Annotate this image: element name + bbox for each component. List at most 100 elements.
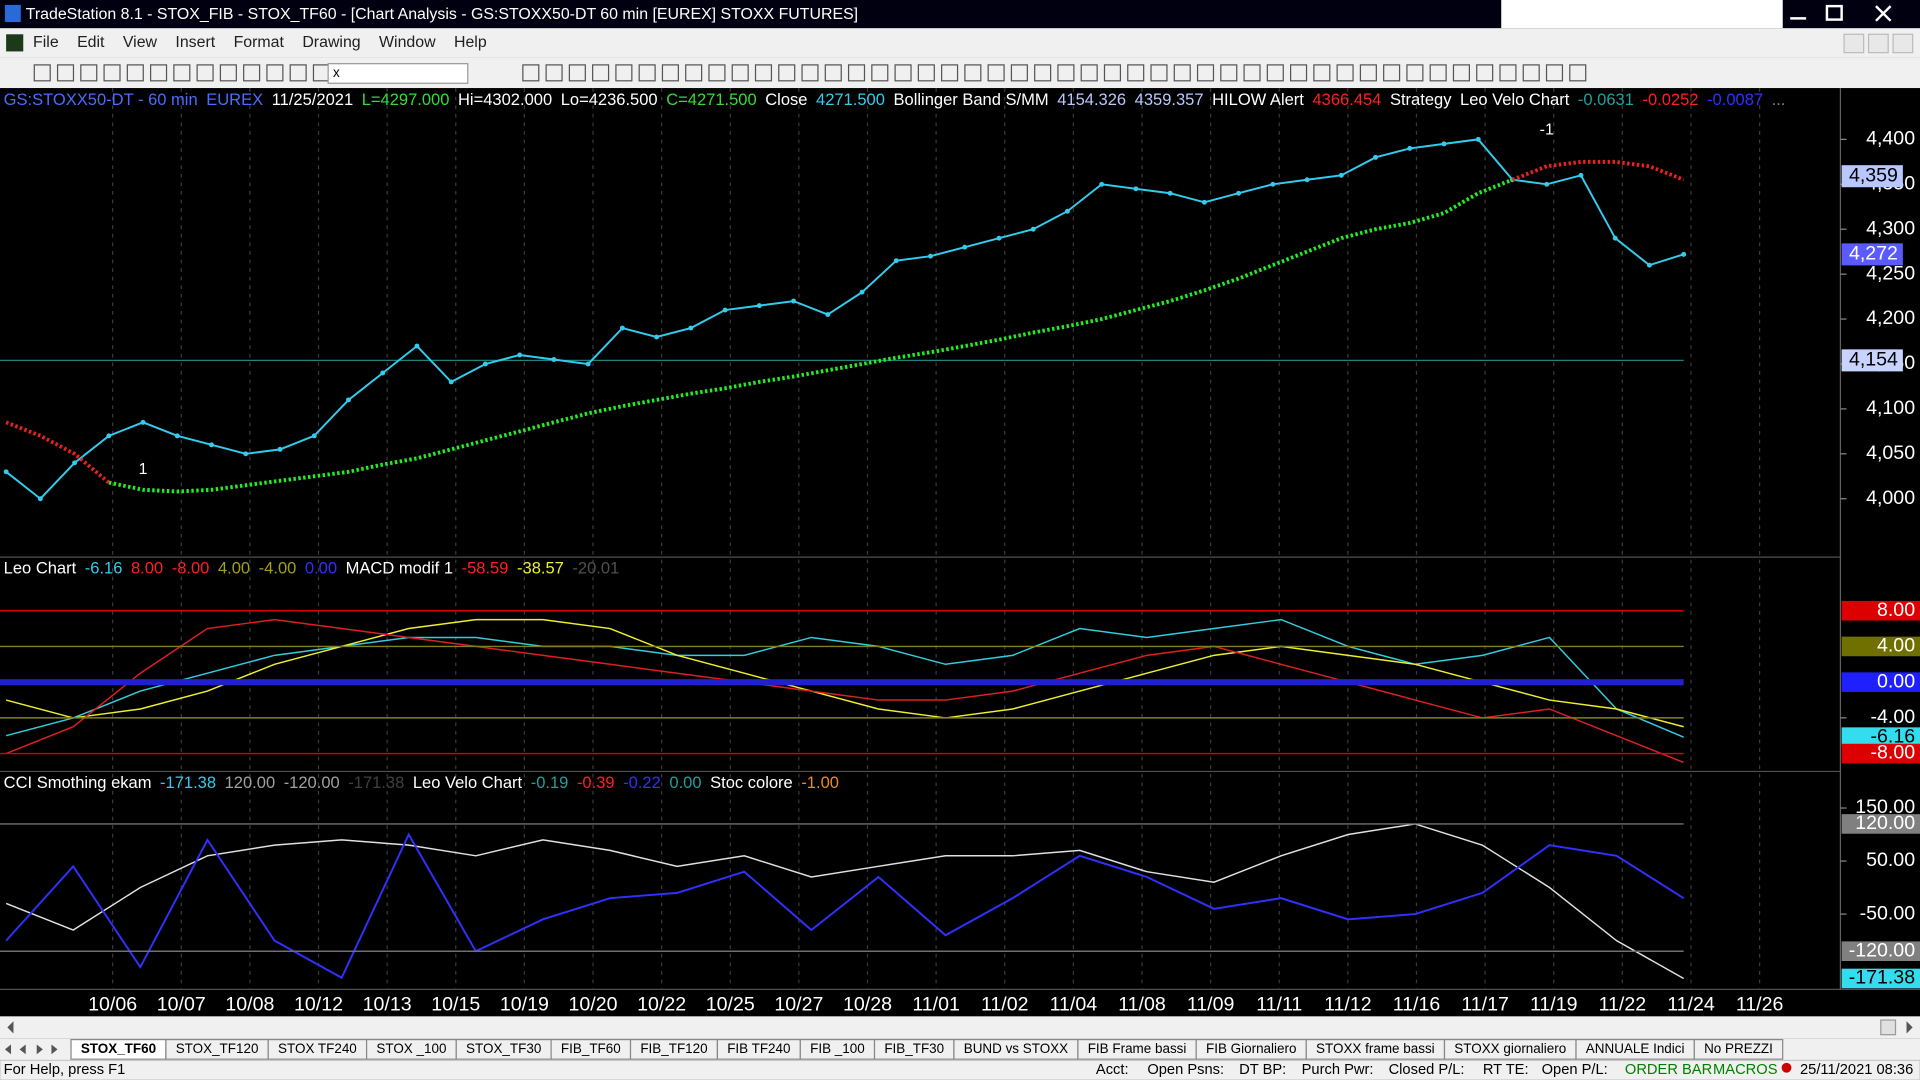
tool-icon[interactable] (33, 64, 51, 82)
tab[interactable]: STOX_TF60 (70, 1038, 167, 1060)
tool-icon[interactable] (592, 64, 610, 82)
tool-icon[interactable] (1010, 64, 1028, 82)
menu-item[interactable]: Format (234, 34, 285, 51)
tool-icon[interactable] (1406, 64, 1424, 82)
menu-item[interactable]: View (123, 34, 158, 51)
window-controls[interactable] (1782, 0, 1920, 29)
symbol-input[interactable] (327, 63, 469, 84)
mdi-restore[interactable] (1867, 33, 1889, 54)
scroll-left[interactable] (7, 1021, 14, 1034)
tool-icon[interactable] (243, 64, 261, 82)
tab-label[interactable]: STOX_TF60 (81, 1041, 156, 1056)
tool-icon[interactable] (1336, 64, 1354, 82)
tool-icon[interactable] (1034, 64, 1052, 82)
tool-icon[interactable] (847, 64, 866, 82)
tab-label[interactable]: STOXX giornaliero (1454, 1041, 1566, 1056)
tool-icon[interactable] (638, 64, 656, 82)
tool-icon[interactable] (1173, 64, 1191, 82)
tool-icon[interactable] (661, 64, 679, 82)
tool-icon[interactable] (824, 64, 842, 82)
tool-icon[interactable] (1452, 64, 1471, 82)
tool-icon[interactable] (1196, 64, 1215, 82)
tab-label[interactable]: FIB_TF120 (640, 1041, 707, 1056)
tool-icon[interactable] (1266, 64, 1284, 82)
tool-icon[interactable] (1313, 64, 1331, 82)
tool-icon[interactable] (80, 64, 98, 82)
tab[interactable]: FIB_TF120 (629, 1038, 719, 1060)
tab-label[interactable]: FIB_TF30 (884, 1041, 944, 1056)
tab-label[interactable]: No PREZZI (1704, 1041, 1773, 1056)
tab-label[interactable]: STOX _100 (376, 1041, 446, 1056)
tab-bg[interactable] (1693, 1038, 1784, 1060)
tool-icon[interactable] (1290, 64, 1308, 82)
menu-item[interactable]: File (33, 34, 59, 51)
scrollbar[interactable] (0, 1016, 1920, 1039)
tab[interactable]: STOX_TF30 (455, 1038, 552, 1060)
tab-label[interactable]: ANNUALE Indici (1586, 1041, 1685, 1056)
tool-icon[interactable] (1476, 64, 1494, 82)
tab[interactable]: ANNUALE Indici (1575, 1038, 1695, 1060)
tool-icon[interactable] (126, 64, 144, 82)
tool-icon[interactable] (1220, 64, 1238, 82)
tool-icon[interactable] (1569, 64, 1587, 82)
tool-icon[interactable] (568, 64, 586, 82)
tab-label[interactable]: FIB Frame bassi (1088, 1041, 1187, 1056)
tool-icon[interactable] (731, 64, 749, 82)
mdi-min[interactable] (1843, 33, 1865, 54)
tool-icon[interactable] (708, 64, 726, 82)
tool-icon[interactable] (1545, 64, 1564, 82)
tab[interactable]: FIB_TF30 (873, 1038, 955, 1060)
tool-icon[interactable] (917, 64, 935, 82)
tab-label[interactable]: FIB_TF60 (561, 1041, 621, 1056)
tool-icon[interactable] (987, 64, 1005, 82)
tool-icon[interactable] (150, 64, 168, 82)
tab[interactable]: FIB_TF60 (550, 1038, 632, 1060)
mdi-close[interactable] (1892, 33, 1914, 54)
tool-icon[interactable] (1499, 64, 1517, 82)
menu-item[interactable]: Window (379, 34, 436, 51)
tab[interactable]: STOXX giornaliero (1443, 1038, 1577, 1060)
tab[interactable]: STOXX frame bassi (1305, 1038, 1446, 1060)
tool-icon[interactable] (1359, 64, 1377, 82)
tab[interactable]: STOX _100 (365, 1038, 457, 1060)
tab-label[interactable]: FIB Giornaliero (1206, 1041, 1296, 1056)
tab-label[interactable]: FIB TF240 (727, 1041, 790, 1056)
tab[interactable]: BUND vs STOXX (953, 1038, 1079, 1060)
tool-icon[interactable] (801, 64, 819, 82)
tool-icon[interactable] (103, 64, 121, 82)
tool-icon[interactable] (196, 64, 214, 82)
tool-icon[interactable] (1522, 64, 1540, 82)
tab[interactable]: STOX TF240 (267, 1038, 368, 1060)
tool-icon[interactable] (754, 64, 773, 82)
tab[interactable]: STOX_TF120 (165, 1038, 269, 1060)
tool-icon[interactable] (545, 64, 563, 82)
tool-icon[interactable] (894, 64, 912, 82)
menu-item[interactable]: Insert (175, 34, 215, 51)
tool-icon[interactable] (289, 64, 307, 82)
menu-item[interactable]: Edit (77, 34, 105, 51)
tool-icon[interactable] (1429, 64, 1447, 82)
tab-label[interactable]: STOX_TF30 (466, 1041, 541, 1056)
tool-icon[interactable] (266, 64, 284, 82)
tool-icon[interactable] (1103, 64, 1122, 82)
tool-icon[interactable] (778, 64, 796, 82)
tab[interactable]: FIB TF240 (716, 1038, 801, 1060)
tab[interactable]: No PREZZI (1693, 1038, 1784, 1060)
tool-icon[interactable] (1080, 64, 1098, 82)
scroll-thumb[interactable] (1880, 1019, 1897, 1036)
tab-label[interactable]: STOX TF240 (278, 1041, 357, 1056)
tab-label[interactable]: FIB _100 (810, 1041, 865, 1056)
tool-icon[interactable] (1057, 64, 1075, 82)
mdi-controls[interactable] (1843, 33, 1914, 54)
tool-icon[interactable] (871, 64, 889, 82)
menu-item[interactable]: Drawing (302, 34, 360, 51)
tool-icon[interactable] (522, 64, 540, 82)
tab-label[interactable]: STOX_TF120 (176, 1041, 259, 1056)
tool-icon[interactable] (1243, 64, 1261, 82)
macros[interactable]: MACROS (1713, 1062, 1778, 1078)
tool-icon[interactable] (964, 64, 982, 82)
menu-item[interactable]: Help (454, 34, 487, 51)
tab[interactable]: FIB Giornaliero (1195, 1038, 1307, 1060)
tab[interactable]: FIB Frame bassi (1077, 1038, 1197, 1060)
tab-label[interactable]: BUND vs STOXX (964, 1041, 1068, 1056)
